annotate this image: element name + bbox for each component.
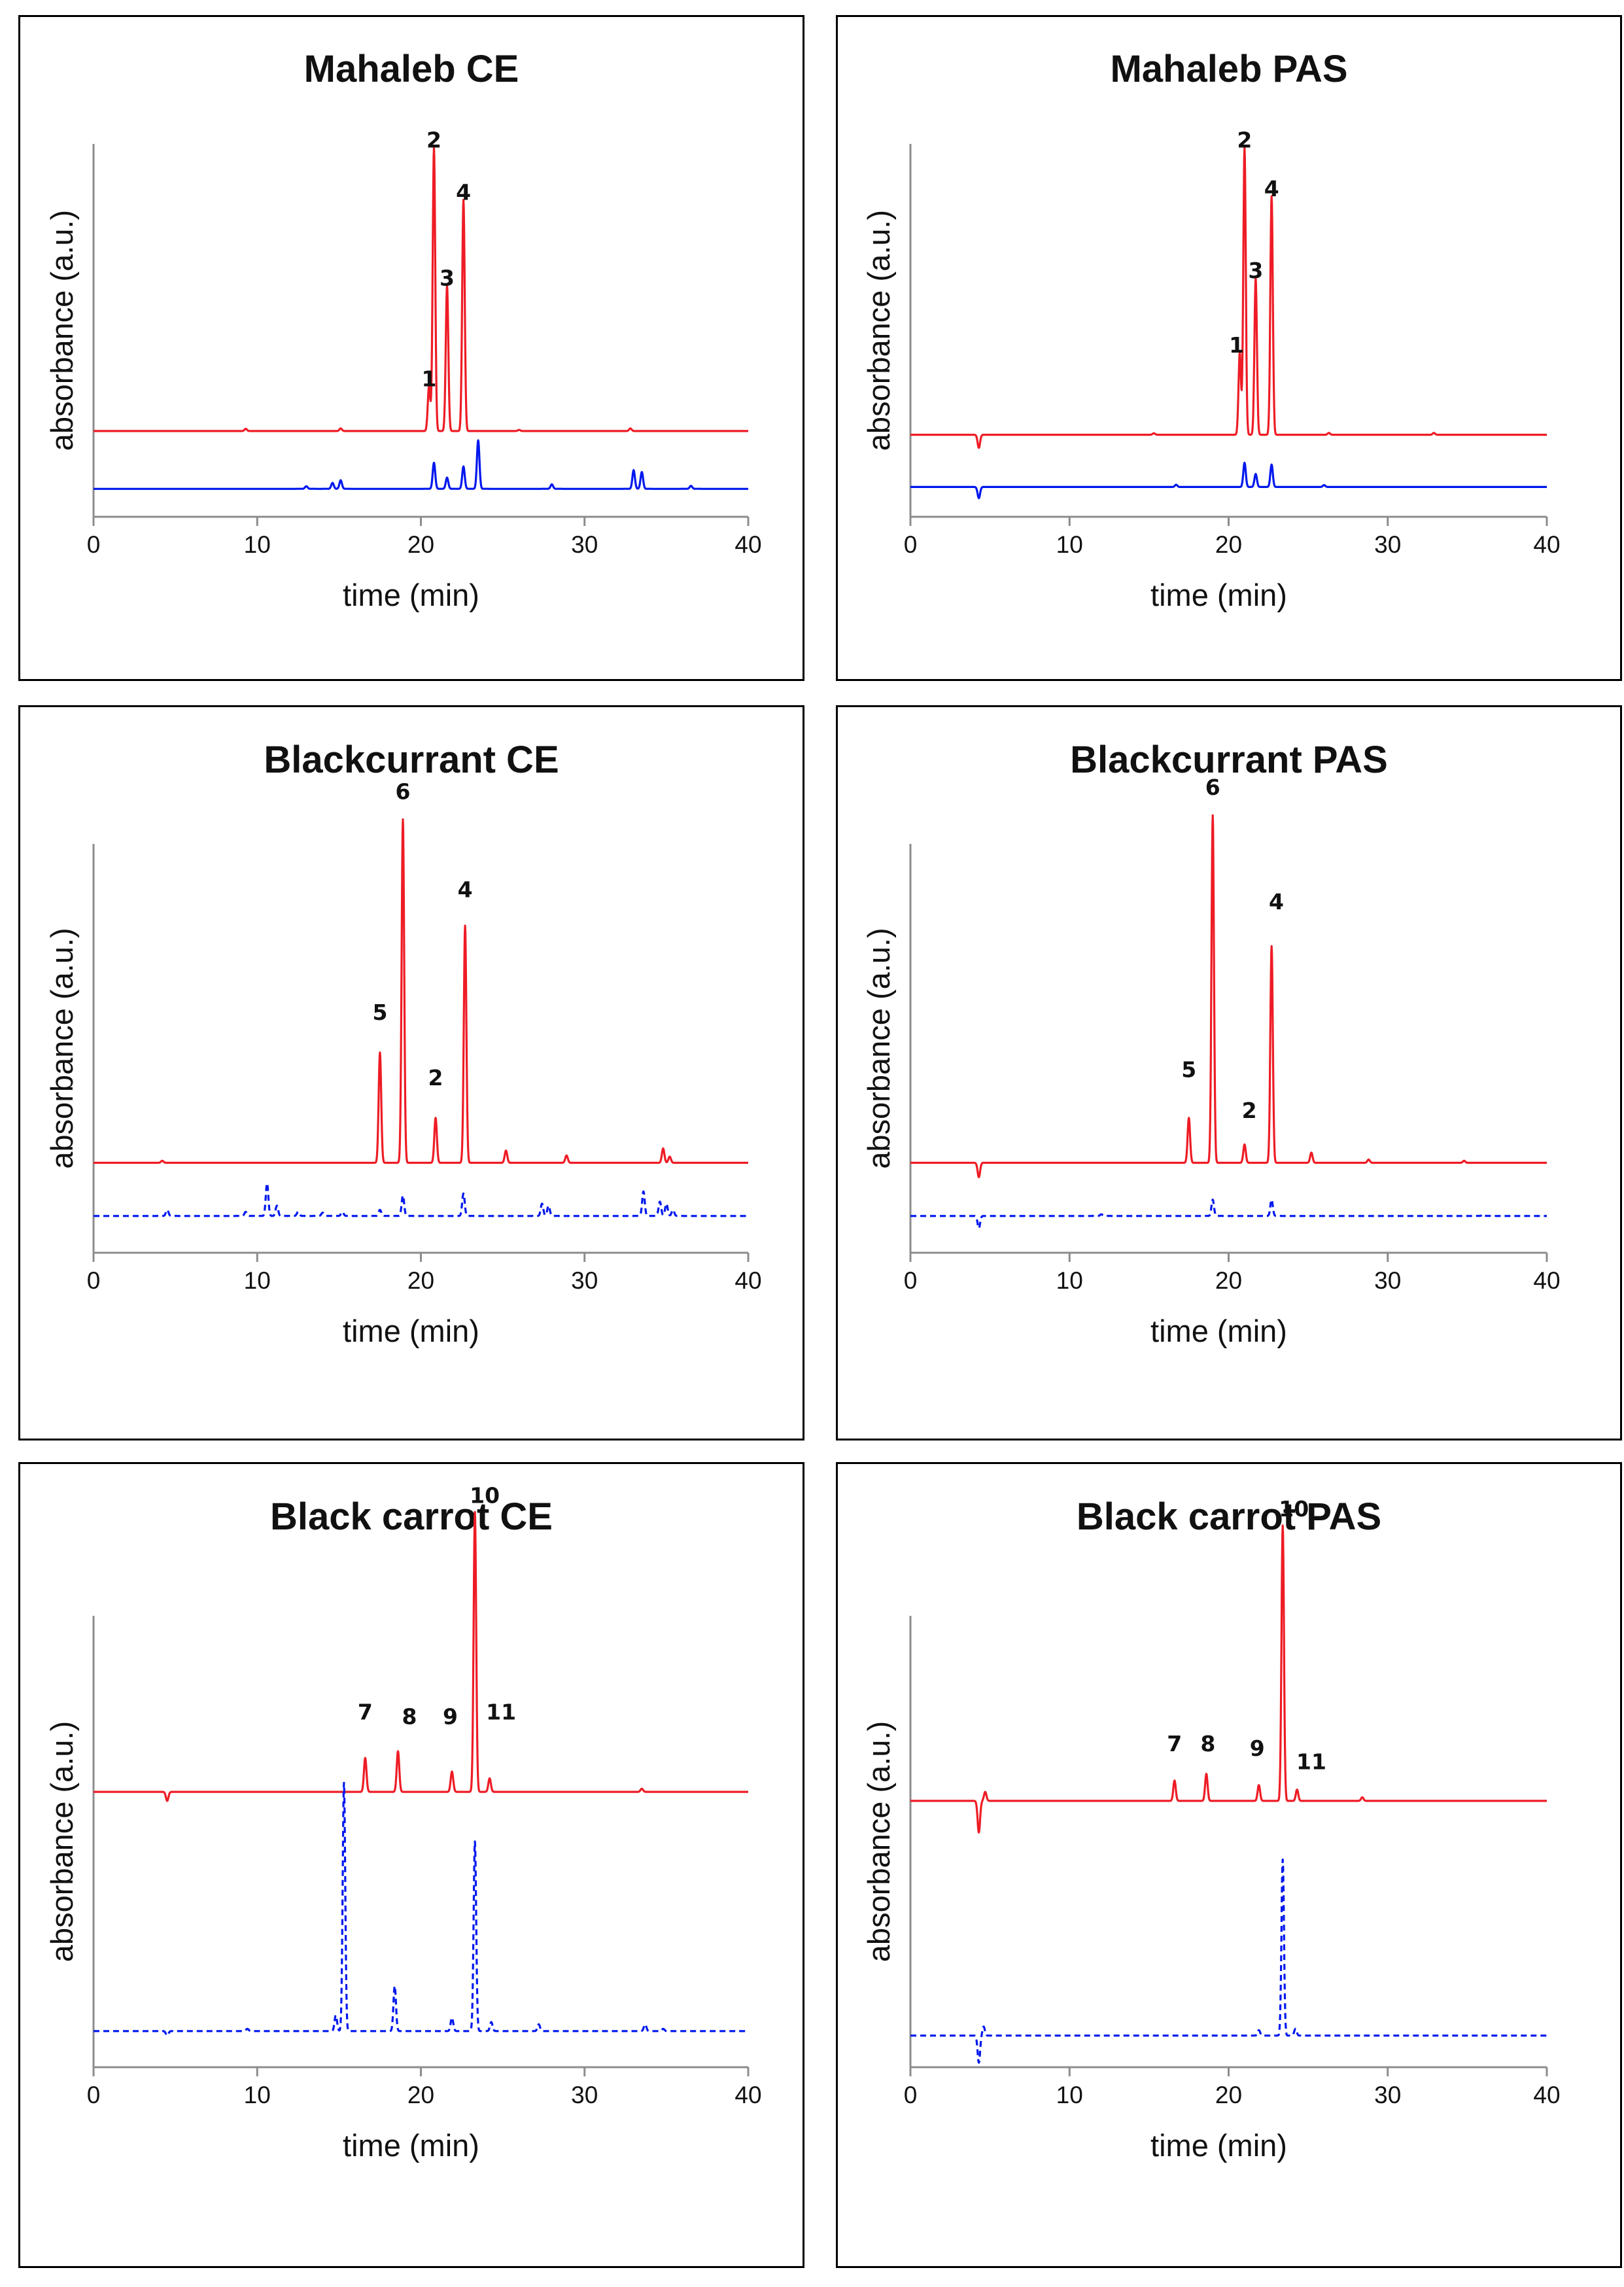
series-line-red-trace	[92, 1510, 750, 1802]
x-tick-label: 40	[1533, 1267, 1560, 1294]
peak-label: 2	[426, 128, 441, 153]
chart-panel-mahaleb-pas	[836, 15, 1622, 681]
peak-label: 4	[456, 180, 471, 205]
x-tick-label: 30	[1374, 531, 1401, 558]
peak-label: 2	[428, 1065, 443, 1091]
chart-title: Blackcurrant CE	[264, 739, 559, 781]
y-axis-label: absorbance (a.u.)	[44, 1721, 79, 1962]
series-line-blue-trace	[92, 439, 750, 490]
series-line-red-trace	[92, 818, 750, 1164]
y-axis-label: absorbance (a.u.)	[861, 210, 896, 451]
chart-black-carrot-ce: Black carrot CE 0 10 20 30 40 time (min) absorb…	[44, 1483, 762, 2163]
peak-label: 5	[372, 1000, 387, 1025]
x-tick-label: 0	[87, 2082, 101, 2108]
chart-title: Blackcurrant PAS	[1070, 739, 1388, 781]
peak-label: 7	[1167, 1731, 1182, 1756]
x-tick-label: 20	[407, 531, 434, 558]
x-axis-label: time (min)	[1150, 578, 1287, 612]
peak-label: 11	[1296, 1749, 1326, 1775]
y-axis-label: absorbance (a.u.)	[861, 928, 896, 1168]
series-line-red-trace	[909, 814, 1548, 1178]
x-tick-label: 0	[904, 2082, 918, 2108]
chart-mahaleb-pas: Mahaleb PAS 0 10 20 30 40 time (min) absorbance…	[861, 48, 1561, 612]
x-tick-label: 30	[1374, 2082, 1401, 2108]
chart-title: Black carrot CE	[270, 1495, 553, 1538]
peak-label: 8	[1200, 1731, 1215, 1756]
peak-label: 8	[402, 1704, 417, 1730]
peak-label: 3	[440, 266, 455, 291]
peak-label: 9	[443, 1704, 458, 1730]
x-tick-label: 20	[1215, 531, 1242, 558]
peak-label: 2	[1242, 1098, 1257, 1123]
peak-label: 2	[1237, 128, 1252, 153]
series-line-blue-trace	[909, 461, 1548, 500]
chart-black-carrot-pas: Black carrot PAS 0 10 20 30 40 time (min) absor…	[861, 1495, 1561, 2163]
series-line-red-trace	[92, 147, 750, 432]
peak-label: 4	[1269, 889, 1284, 915]
peak-label: 6	[395, 778, 410, 804]
series-line-red-trace	[909, 147, 1548, 449]
x-tick-label: 40	[734, 531, 761, 558]
peak-label: 9	[1250, 1736, 1265, 1761]
chart-panel-blackcurrant-pas	[836, 705, 1622, 1440]
chart-panel-mahaleb-ce	[18, 15, 804, 681]
x-axis-label: time (min)	[1150, 1314, 1287, 1348]
peak-label: 6	[1205, 775, 1220, 800]
x-tick-label: 40	[1533, 531, 1560, 558]
series-line-blue-trace	[92, 1781, 750, 2037]
chart-panel-black-carrot-pas	[836, 1462, 1622, 2268]
x-tick-label: 20	[407, 1267, 434, 1294]
chart-title: Black carrot PAS	[1077, 1495, 1381, 1538]
peak-label: 7	[358, 1700, 373, 1725]
x-tick-label: 0	[87, 1267, 101, 1294]
x-tick-label: 20	[1215, 2082, 1242, 2108]
chart-panel-blackcurrant-ce	[18, 705, 804, 1440]
series-line-red-trace	[909, 1524, 1548, 1834]
peak-label: 4	[458, 877, 473, 902]
chart-title: Mahaleb CE	[304, 48, 519, 90]
x-axis-label: time (min)	[343, 1314, 479, 1348]
x-tick-label: 40	[734, 2082, 761, 2108]
x-tick-label: 20	[1215, 1267, 1242, 1294]
x-axis-label: time (min)	[343, 578, 479, 612]
x-axis-label: time (min)	[343, 2128, 479, 2163]
y-axis-label: absorbance (a.u.)	[44, 928, 79, 1168]
peak-label: 10	[470, 1483, 500, 1509]
x-tick-label: 0	[87, 531, 101, 558]
series-line-blue-trace	[909, 1198, 1548, 1230]
x-tick-label: 10	[244, 2082, 271, 2108]
peak-label: 11	[486, 1700, 516, 1725]
x-tick-label: 0	[904, 1267, 918, 1294]
y-axis-label: absorbance (a.u.)	[44, 210, 79, 451]
peak-label: 5	[1181, 1056, 1196, 1082]
chart-mahaleb-ce: Mahaleb CE 0 10 20 30 40 time (min) absorbance …	[44, 48, 762, 612]
x-tick-label: 30	[571, 1267, 598, 1294]
x-tick-label: 10	[1056, 531, 1083, 558]
x-tick-label: 10	[1056, 2082, 1083, 2108]
peak-label: 3	[1248, 258, 1263, 283]
x-axis-label: time (min)	[1150, 2128, 1287, 2163]
x-tick-label: 0	[904, 531, 918, 558]
y-axis-label: absorbance (a.u.)	[861, 1721, 896, 1962]
x-tick-label: 30	[571, 531, 598, 558]
x-tick-label: 10	[244, 1267, 271, 1294]
chart-blackcurrant-pas: Blackcurrant PAS 0 10 20 30 40 time (min) absor…	[861, 739, 1561, 1348]
series-line-blue-trace	[909, 1859, 1548, 2064]
x-tick-label: 40	[734, 1267, 761, 1294]
x-tick-label: 10	[244, 531, 271, 558]
chart-title: Mahaleb PAS	[1110, 48, 1347, 90]
x-tick-label: 30	[1374, 1267, 1401, 1294]
x-tick-label: 30	[571, 2082, 598, 2108]
x-tick-label: 40	[1533, 2082, 1560, 2108]
chart-blackcurrant-ce: Blackcurrant CE 0 10 20 30 40 time (min) absorb…	[44, 739, 762, 1348]
chart-panel-black-carrot-ce	[18, 1462, 804, 2268]
x-tick-label: 10	[1056, 1267, 1083, 1294]
x-tick-label: 20	[407, 2082, 434, 2108]
peak-label: 1	[1229, 332, 1244, 358]
peak-label: 10	[1279, 1496, 1309, 1522]
peak-label: 4	[1264, 176, 1279, 201]
peak-label: 1	[422, 366, 437, 392]
series-line-blue-trace	[92, 1182, 750, 1217]
